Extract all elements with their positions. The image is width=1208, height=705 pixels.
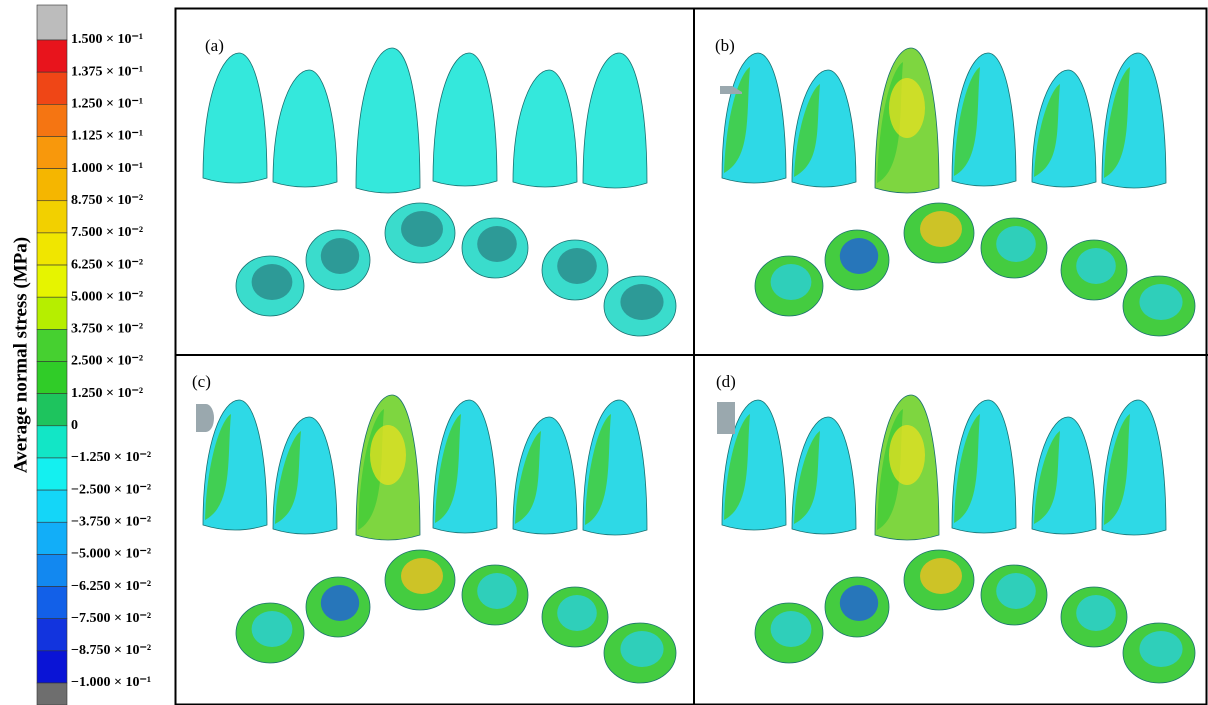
tooth-cavity-inner bbox=[1076, 248, 1116, 284]
tooth-crown bbox=[513, 70, 577, 187]
tooth-cavity-inner bbox=[1139, 284, 1182, 320]
tooth-cavity-inner bbox=[920, 558, 962, 594]
color-swatch bbox=[37, 619, 67, 651]
color-swatch bbox=[37, 201, 67, 233]
tooth-cavity-inner bbox=[557, 595, 597, 631]
colorbar-labels: 1.500 × 10⁻¹ 1.375 × 10⁻¹ 1.250 × 10⁻¹ 1.12… bbox=[71, 32, 151, 690]
color-swatch bbox=[37, 362, 67, 394]
tooth-cavity-inner bbox=[771, 264, 812, 300]
color-swatch bbox=[37, 72, 67, 104]
tooth-crown bbox=[356, 48, 420, 193]
tooth-cavity-inner bbox=[557, 248, 597, 284]
color-swatch bbox=[37, 169, 67, 201]
tooth-cavity-inner bbox=[920, 211, 962, 247]
panel-render bbox=[722, 395, 1195, 683]
colorbar-label: 1.500 × 10⁻¹ bbox=[71, 32, 143, 47]
colorbar-label: 7.500 × 10⁻² bbox=[71, 225, 143, 240]
panel-label: (a) bbox=[205, 36, 224, 55]
tooth-cavity-inner bbox=[1139, 631, 1182, 667]
shape-icon bbox=[196, 404, 214, 432]
color-swatch bbox=[37, 587, 67, 619]
colorbar-label: 6.250 × 10⁻² bbox=[71, 257, 143, 272]
tooth-cavity-inner bbox=[321, 238, 359, 274]
tooth-crown bbox=[273, 70, 337, 187]
colorbar-label: 3.750 × 10⁻² bbox=[71, 322, 143, 337]
tooth-cavity-inner bbox=[996, 226, 1036, 262]
color-swatch bbox=[37, 40, 67, 72]
color-swatch bbox=[37, 490, 67, 522]
colorbar-label: 2.500 × 10⁻² bbox=[71, 354, 143, 369]
panel-render bbox=[722, 48, 1195, 336]
tooth-cavity-inner bbox=[401, 558, 443, 594]
tooth-cavity-inner bbox=[996, 573, 1036, 609]
colorbar-label: 1.125 × 10⁻¹ bbox=[71, 129, 143, 144]
color-swatch bbox=[37, 394, 67, 426]
color-swatch bbox=[37, 136, 67, 168]
color-swatch bbox=[37, 426, 67, 458]
tooth-cavity-inner bbox=[477, 226, 517, 262]
panel-render bbox=[203, 395, 676, 683]
color-swatch bbox=[37, 265, 67, 297]
color-swatch bbox=[37, 522, 67, 554]
colorbar bbox=[37, 5, 67, 705]
panel-render bbox=[203, 48, 676, 336]
colorbar-label: 8.750 × 10⁻² bbox=[71, 193, 143, 208]
colorbar-label: −3.750 × 10⁻² bbox=[71, 514, 151, 529]
tooth-cavity-inner bbox=[840, 238, 878, 274]
color-swatch bbox=[37, 329, 67, 361]
color-swatch bbox=[37, 554, 67, 586]
colorbar-label: −6.250 × 10⁻² bbox=[71, 579, 151, 594]
colorbar-label: 0 bbox=[71, 418, 78, 433]
tooth-cavity-inner bbox=[401, 211, 443, 247]
tooth-cavity-inner bbox=[771, 611, 812, 647]
colorbar-label: 1.250 × 10⁻¹ bbox=[71, 97, 143, 112]
color-swatch bbox=[37, 104, 67, 136]
colorbar-label: 1.375 × 10⁻¹ bbox=[71, 64, 143, 79]
colorbar-label: 5.000 × 10⁻² bbox=[71, 289, 143, 304]
tooth-crown bbox=[583, 53, 647, 188]
color-swatch bbox=[37, 5, 67, 40]
color-swatch bbox=[37, 651, 67, 683]
tooth-cavity-inner bbox=[620, 284, 663, 320]
shape-icon bbox=[717, 402, 735, 434]
tooth-cavity-inner bbox=[840, 585, 878, 621]
tooth-crown bbox=[433, 53, 497, 186]
colorbar-title: Average normal stress (MPa) bbox=[10, 237, 31, 473]
colorbar-label: −7.500 × 10⁻² bbox=[71, 611, 151, 626]
colorbar-label: 1.250 × 10⁻² bbox=[71, 386, 143, 401]
tooth-cavity-inner bbox=[252, 611, 293, 647]
panel-label: (c) bbox=[192, 372, 211, 391]
colorbar-label: −8.750 × 10⁻² bbox=[71, 643, 151, 658]
tooth-crown bbox=[203, 53, 267, 183]
stress-patch bbox=[370, 425, 406, 485]
color-swatch bbox=[37, 233, 67, 265]
colorbar-label: 1.000 × 10⁻¹ bbox=[71, 161, 143, 176]
tooth-cavity-inner bbox=[1076, 595, 1116, 631]
colorbar-label: −1.000 × 10⁻¹ bbox=[71, 675, 151, 690]
stress-patch bbox=[889, 78, 925, 138]
tooth-cavity-inner bbox=[252, 264, 293, 300]
colorbar-label: −2.500 × 10⁻² bbox=[71, 482, 151, 497]
figure: Average normal stress (MPa) 1.500 × 10⁻¹… bbox=[0, 0, 1208, 705]
color-swatch bbox=[37, 683, 67, 705]
colorbar-label: −5.000 × 10⁻² bbox=[71, 547, 151, 562]
tooth-cavity-inner bbox=[620, 631, 663, 667]
colorbar-label: −1.250 × 10⁻² bbox=[71, 450, 151, 465]
panel-label: (d) bbox=[716, 372, 736, 391]
tooth-cavity-inner bbox=[321, 585, 359, 621]
stress-patch bbox=[889, 425, 925, 485]
color-swatch bbox=[37, 297, 67, 329]
color-swatch bbox=[37, 458, 67, 490]
tooth-cavity-inner bbox=[477, 573, 517, 609]
panel-label: (b) bbox=[715, 36, 735, 55]
